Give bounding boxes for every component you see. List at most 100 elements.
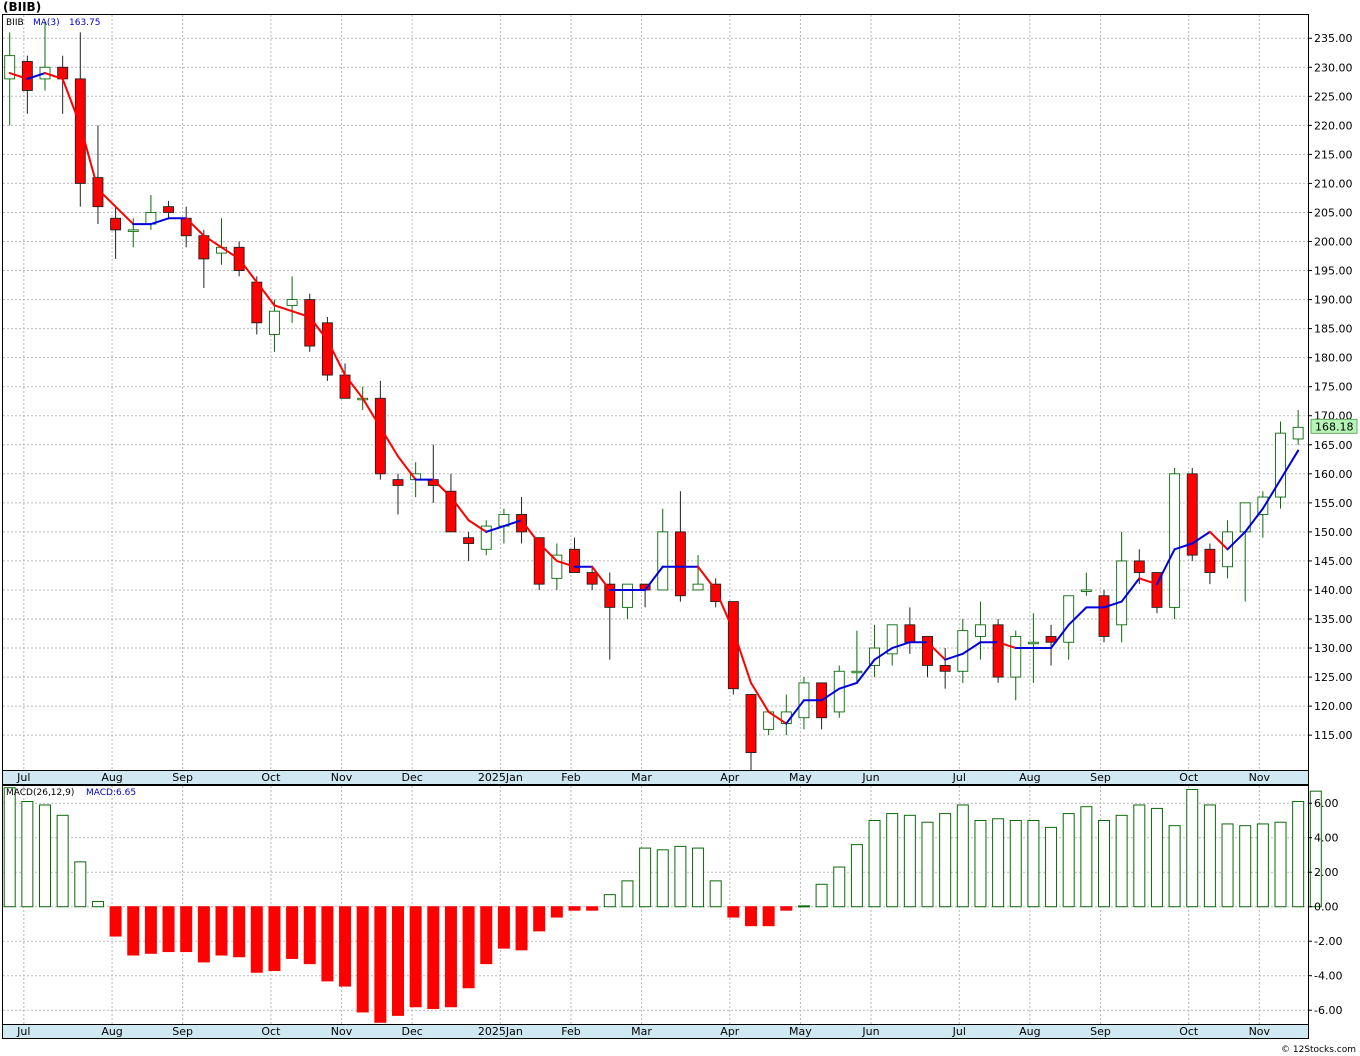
macd-bar-negative [180, 906, 193, 953]
x-axis-label: Jul [16, 771, 30, 784]
x-axis-label: Dec [401, 771, 422, 784]
candle-up [1010, 630, 1022, 701]
macd-bar-positive [39, 804, 51, 908]
price-y-tick-label: 190.00 [1314, 294, 1353, 307]
ma3-segment-rising [1103, 600, 1123, 609]
price-y-axis: 115.00 120.00 125.00 130.00 135.00 140.00 145.… [1308, 32, 1353, 742]
macd-bar-positive [833, 866, 846, 908]
macd-bar-positive [91, 901, 104, 908]
ma3-segment-falling [467, 519, 488, 533]
macd-bar-positive [1098, 819, 1110, 908]
macd-bar-negative [444, 906, 457, 1008]
macd-bar-positive [815, 883, 828, 908]
ma3-segment-falling [449, 496, 470, 522]
x-axis-label: Aug [101, 1025, 122, 1038]
macd-bar-negative [409, 906, 422, 1008]
candle-body [622, 583, 633, 608]
macd-bar-negative [197, 906, 210, 963]
candle-up [692, 555, 704, 591]
x-axis-label: Oct [1179, 771, 1199, 784]
macd-bar-positive [868, 819, 881, 908]
candle-down [674, 491, 686, 602]
macd-bar-positive [850, 844, 863, 908]
price-y-tick-label: 195.00 [1314, 265, 1353, 278]
candle-body [463, 537, 475, 544]
ma3-segment-falling [238, 257, 258, 284]
macd-legend-value: MACD:6.65 [86, 788, 136, 798]
x-axis-label: Nov [1249, 771, 1271, 784]
candle-body [1169, 473, 1181, 608]
ma3-segment-falling [926, 641, 947, 661]
price-y-tick-label: 185.00 [1314, 323, 1353, 336]
candle-up [4, 32, 16, 126]
candle-down [939, 648, 951, 689]
ma3-segment-falling [997, 641, 1017, 650]
ma3-segment-rising [1261, 478, 1282, 510]
macd-bar-negative [762, 906, 775, 927]
x-axis-label: Oct [261, 771, 281, 784]
ma3-segment-falling [273, 304, 294, 313]
candle-body [745, 694, 757, 754]
ma3-segment-rising [26, 72, 46, 80]
macd-bar-positive [74, 861, 87, 908]
macd-bar-positive [797, 905, 810, 908]
ma3-segment-falling [255, 281, 276, 307]
macd-bar-positive [1256, 823, 1269, 908]
candle-up [975, 601, 986, 660]
candle-up [1116, 531, 1128, 643]
candle-body [1186, 473, 1198, 556]
macd-y-tick-label: 0.00 [1314, 901, 1339, 914]
candle-body [1010, 635, 1022, 678]
candle-up [286, 276, 298, 323]
price-y-tick-label: 160.00 [1314, 468, 1353, 481]
candle-body [1045, 635, 1057, 643]
macd-bar-positive [1239, 825, 1252, 908]
x-axis-label: Sep [172, 1025, 193, 1038]
ma3-segment-falling [220, 246, 241, 260]
candle-up [480, 520, 492, 556]
macd-bar-positive [1221, 823, 1234, 908]
candle-body [992, 624, 1004, 678]
price-y-tick-label: 145.00 [1314, 555, 1353, 568]
macd-bar-positive [1115, 814, 1128, 908]
macd-bar-negative [303, 906, 316, 965]
price-y-tick-label: 220.00 [1314, 119, 1353, 132]
candle-down [74, 32, 86, 207]
ma3-segment-rising [820, 687, 841, 702]
candle-down [745, 694, 757, 770]
price-y-tick-label: 225.00 [1314, 90, 1353, 103]
macd-bar-positive [939, 813, 952, 908]
ma3-segment-falling [185, 217, 205, 237]
candle-down [463, 531, 475, 561]
x-axis-label: Sep [1090, 771, 1111, 784]
price-y-tick-label: 120.00 [1314, 700, 1353, 713]
candle-body [4, 55, 16, 80]
price-y-tick-label: 230.00 [1314, 61, 1353, 74]
x-axis-label: 2025Jan [478, 1025, 523, 1038]
macd-bar-positive [1309, 790, 1322, 908]
candle-up [1275, 421, 1286, 509]
macd-bar-positive [1062, 813, 1075, 908]
macd-bar-positive [621, 880, 634, 908]
ma3-segment-rising [1191, 530, 1211, 545]
x-axis-label: Jul [952, 1025, 966, 1038]
ma3-segment-falling [361, 397, 382, 429]
x-axis-label: Jul [16, 1025, 30, 1038]
candle-body [480, 525, 492, 550]
macd-bar-positive [603, 894, 616, 908]
candle-body [975, 624, 986, 637]
candle-down [1204, 543, 1216, 585]
candle-body [692, 583, 704, 591]
price-y-tick-label: 205.00 [1314, 206, 1353, 219]
x-axis-label: Feb [561, 1025, 580, 1038]
price-y-tick-label: 155.00 [1314, 497, 1353, 510]
candle-down [586, 566, 598, 590]
macd-y-axis: -6.00 -4.00 -2.00 0.00 2.00 4.00 6.00 [1308, 797, 1342, 1017]
candle-body [727, 601, 739, 690]
candle-down [533, 537, 545, 590]
candle-down [392, 473, 404, 515]
macd-x-axis: Jul Aug Sep Oct Nov Dec 2025Jan Feb Mar Apr May Jun… [2, 1024, 1309, 1039]
ma3-segment-falling [697, 565, 717, 591]
candle-body [1151, 572, 1163, 608]
candle-body [74, 78, 86, 184]
